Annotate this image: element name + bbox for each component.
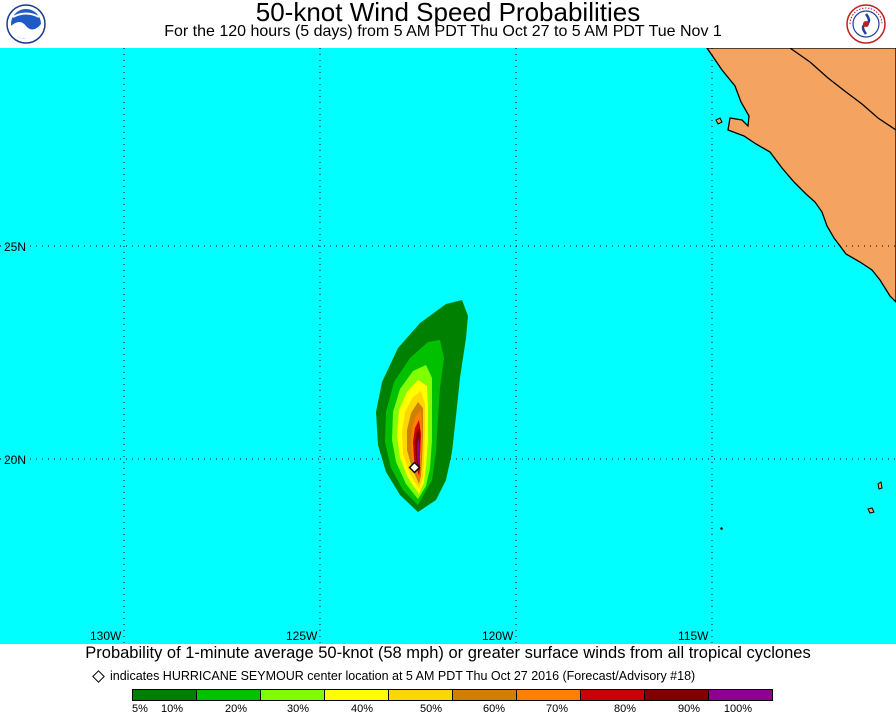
legend-label: 5% xyxy=(132,703,148,715)
mainland-mexico-land xyxy=(788,48,896,131)
footer: Probability of 1-minute average 50-knot … xyxy=(0,644,896,716)
lat-label-20n: 20N xyxy=(4,453,27,467)
legend-label: 40% xyxy=(350,703,374,715)
baja-california-land xyxy=(706,48,896,303)
legend-label: 60% xyxy=(482,703,506,715)
noaa-logo-icon xyxy=(6,4,46,44)
island xyxy=(715,117,723,125)
storm-center-icon xyxy=(408,461,421,474)
map-caption: Probability of 1-minute average 50-knot … xyxy=(85,644,811,662)
storm-note: indicates HURRICANE SEYMOUR center locat… xyxy=(90,668,810,684)
legend-swatch xyxy=(452,689,517,701)
legend-label: 10% xyxy=(160,703,184,715)
legend-label: 90% xyxy=(677,703,701,715)
lon-label-130w: 130W xyxy=(90,629,122,643)
page-subtitle: For the 120 hours (5 days) from 5 AM PDT… xyxy=(164,23,722,40)
legend-label: 100% xyxy=(723,703,753,715)
legend-colorbar xyxy=(132,689,773,701)
lat-label-25n: 25N xyxy=(4,240,27,254)
probability-contours xyxy=(376,300,468,512)
legend-swatch xyxy=(196,689,261,701)
lon-label-125w: 125W xyxy=(286,629,318,643)
page-title: 50-knot Wind Speed Probabilities xyxy=(255,0,641,27)
legend-swatch xyxy=(708,689,773,701)
legend-swatch xyxy=(644,689,709,701)
diamond-marker-icon xyxy=(92,669,105,683)
lon-label-120w: 120W xyxy=(482,629,514,643)
nws-logo-icon xyxy=(846,4,886,44)
legend-label: 70% xyxy=(545,703,569,715)
legend-swatch xyxy=(132,689,197,701)
storm-note-text: indicates HURRICANE SEYMOUR center locat… xyxy=(110,669,696,683)
legend-swatch xyxy=(580,689,645,701)
legend-swatch xyxy=(516,689,581,701)
legend-label: 20% xyxy=(224,703,248,715)
legend-label: 30% xyxy=(286,703,310,715)
legend-swatch xyxy=(388,689,453,701)
legend-swatch xyxy=(260,689,325,701)
lon-label-115w: 115W xyxy=(678,629,709,643)
probability-map xyxy=(0,48,896,644)
header: 50-knot Wind Speed Probabilities For the… xyxy=(0,0,896,48)
legend-swatch xyxy=(324,689,389,701)
island xyxy=(877,481,883,490)
legend-label: 80% xyxy=(613,703,637,715)
legend-label: 50% xyxy=(419,703,443,715)
contour-90-100 xyxy=(417,438,420,468)
island xyxy=(720,527,723,530)
island xyxy=(867,507,875,514)
